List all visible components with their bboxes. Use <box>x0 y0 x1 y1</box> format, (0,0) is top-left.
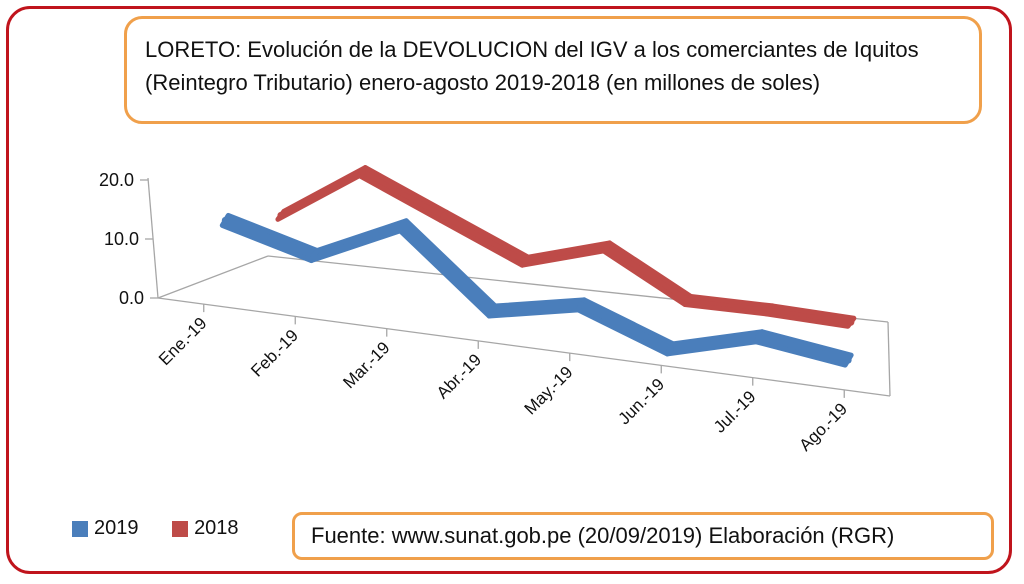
ribbon-segment-2019 <box>219 212 320 264</box>
y-tick-label: 10.0 <box>104 229 139 249</box>
floor-left-edge <box>157 255 269 299</box>
data-point-2018 <box>521 257 529 265</box>
legend-item-2019: 2019 <box>72 517 139 540</box>
y-axis-line <box>147 177 159 299</box>
ribbon-segment-2018 <box>275 165 368 222</box>
ribbon-segment-2018 <box>763 303 857 329</box>
y-tick-label: 0.0 <box>119 288 144 308</box>
chart-title-line-2: (Reintegro Tributario) enero-agosto 2019… <box>145 70 821 95</box>
chart-title-line-1: LORETO: Evolución de la DEVOLUCION del I… <box>145 37 919 62</box>
ribbon-segment-2018 <box>519 240 613 268</box>
data-point-2018 <box>277 211 285 219</box>
legend-swatch-2019 <box>72 520 88 537</box>
data-point-2018 <box>603 243 611 251</box>
series-2018 <box>275 165 857 329</box>
data-point-2019 <box>577 301 585 309</box>
data-point-2018 <box>684 297 692 305</box>
x-tick-label: Abr.-19 <box>433 350 485 402</box>
x-tick-label: Ago.-19 <box>796 399 852 455</box>
ribbon-segment-2018 <box>601 240 694 308</box>
data-point-2018 <box>358 168 366 176</box>
x-tick-label: Jul.-19 <box>710 387 760 437</box>
legend: 2019 2018 <box>72 517 267 543</box>
data-point-2018 <box>440 212 448 220</box>
ribbon-segment-2019 <box>308 218 409 264</box>
legend-label-2018: 2018 <box>194 517 239 539</box>
y-tick-label: 20.0 <box>99 170 134 190</box>
legend-label-2019: 2019 <box>94 517 139 539</box>
data-point-2019 <box>310 252 318 260</box>
data-point-2018 <box>765 306 773 314</box>
x-tick-label: Feb.-19 <box>247 326 302 381</box>
data-point-2019 <box>399 222 407 230</box>
data-point-2019 <box>488 307 496 315</box>
chart-axes <box>140 177 891 398</box>
data-point-2019 <box>844 356 852 364</box>
chart-series <box>219 165 857 368</box>
data-point-2018 <box>847 318 855 326</box>
chart-title: LORETO: Evolución de la DEVOLUCION del I… <box>124 16 982 124</box>
x-tick-label: May.-19 <box>521 363 577 419</box>
data-point-2019 <box>221 216 229 224</box>
legend-item-2018: 2018 <box>172 517 239 540</box>
ribbon-segment-2019 <box>664 329 765 357</box>
ribbon-segment-2019 <box>575 297 676 357</box>
ribbon-segment-2019 <box>486 297 587 319</box>
series-2019 <box>219 212 854 368</box>
x-axis-front <box>157 297 891 397</box>
floor-right-edge <box>887 321 891 397</box>
ribbon-segment-2019 <box>753 329 854 368</box>
source-note: Fuente: www.sunat.gob.pe (20/09/2019) El… <box>292 512 994 560</box>
x-tick-label: Mar.-19 <box>339 338 393 392</box>
ribbon-segment-2018 <box>438 209 531 268</box>
data-point-2019 <box>666 345 674 353</box>
data-point-2019 <box>755 333 763 341</box>
ribbon-segment-2018 <box>356 165 450 223</box>
ribbon-segment-2018 <box>682 294 775 317</box>
legend-swatch-2018 <box>172 520 189 537</box>
x-tick-label: Jun.-19 <box>615 375 669 429</box>
x-tick-label: Ene.-19 <box>155 314 211 370</box>
